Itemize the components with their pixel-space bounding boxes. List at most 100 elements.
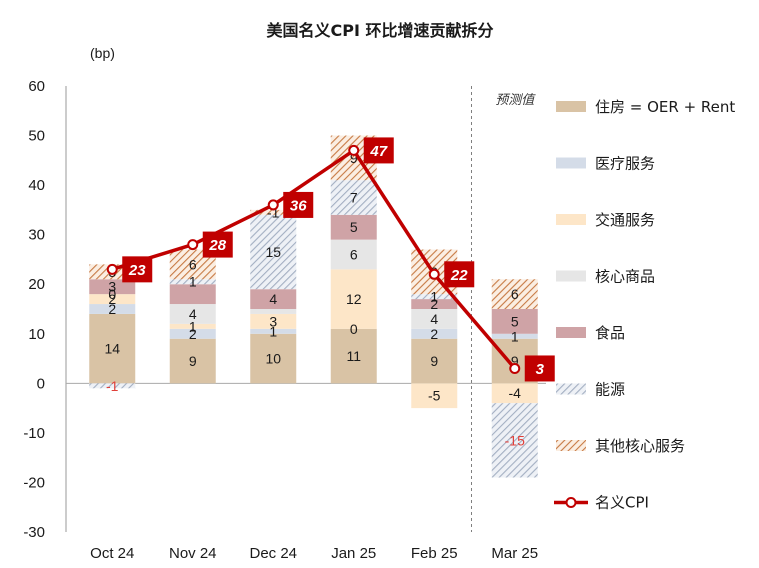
- cpi-value-box: [363, 137, 394, 164]
- bar-value-label: 9: [350, 150, 358, 166]
- bar-segment: [169, 338, 216, 384]
- bar-segment: [250, 289, 297, 309]
- legend-label: 其他核心服务: [595, 437, 685, 455]
- x-tick-label: Feb 25: [411, 545, 458, 562]
- bar-segment: [491, 333, 538, 339]
- bar-segment: [169, 323, 216, 329]
- legend-swatch: [556, 214, 586, 225]
- bar-segment: [169, 304, 216, 324]
- cpi-point: [267, 199, 279, 211]
- bar-value-label: 2: [108, 301, 116, 317]
- bar-segment: [169, 279, 216, 285]
- bar-value-label: 6: [350, 246, 358, 262]
- bar-segment: [411, 383, 458, 409]
- bar-value-label: 5: [511, 313, 519, 329]
- bar-value-label: 14: [104, 341, 120, 357]
- cpi-value-label: 22: [450, 267, 468, 284]
- bar-segment: [491, 279, 538, 309]
- legend-label: 住房 = OER + Rent: [595, 98, 735, 116]
- cpi-value-box: [202, 231, 233, 258]
- legend-swatch: [556, 270, 586, 282]
- bar-segment: [169, 284, 216, 305]
- bar-segment: [330, 269, 377, 329]
- bar-segment: [411, 338, 458, 384]
- bar-value-label: 1: [189, 318, 197, 334]
- bar-value-label: 15: [265, 244, 281, 260]
- legend-line-marker: [565, 497, 577, 508]
- bars: [89, 135, 538, 478]
- bar-segment: [330, 239, 377, 270]
- legend-label: 医疗服务: [595, 155, 655, 173]
- bar-value-label: 1: [511, 328, 519, 344]
- bar-segment: [330, 328, 377, 384]
- y-tick-label: 60: [28, 78, 45, 95]
- bar-value-label: 6: [511, 286, 519, 302]
- cpi-value-label: 23: [128, 262, 146, 279]
- bar-segment: [491, 309, 538, 334]
- bar-value-label: 1: [189, 274, 197, 290]
- bar-value-label: 4: [430, 311, 438, 327]
- legend-swatch: [556, 440, 586, 451]
- cpi-value-label: 47: [369, 143, 387, 160]
- bar-value-label: 0: [350, 321, 358, 337]
- cpi-value-box: [444, 261, 475, 288]
- bar-value-label: 2: [430, 326, 438, 342]
- y-tick-label: 20: [28, 276, 45, 293]
- bar-value-label: 3: [108, 279, 116, 295]
- legend-label: 核心商品: [595, 268, 655, 286]
- bar-value-label: -4: [509, 385, 522, 401]
- y-tick-label: -30: [23, 524, 45, 541]
- bar-segment: [89, 294, 136, 305]
- y-tick-label: -20: [23, 474, 45, 491]
- bar-value-label: 2: [430, 296, 438, 312]
- bar-value-label: -5: [428, 388, 441, 404]
- bar-segment: [89, 279, 136, 295]
- y-tick-label: 30: [28, 227, 45, 244]
- bar-segment: [89, 383, 136, 389]
- legend-swatch: [556, 383, 586, 395]
- bar-value-label: 1: [269, 323, 277, 339]
- bar-value-label: 6: [189, 256, 197, 272]
- bar-segment: [411, 309, 458, 329]
- bar-value-label: 9: [511, 353, 519, 369]
- bar-segment: [250, 214, 297, 290]
- bar-segment: [411, 299, 458, 309]
- bar-value-label: 12: [346, 291, 362, 307]
- cpi-point: [348, 144, 360, 156]
- y-tick-label: 0: [37, 375, 45, 392]
- bar-value-label: 2: [189, 326, 197, 342]
- legend-swatch: [556, 101, 586, 112]
- bar-segment: [491, 383, 538, 404]
- y-tick-label: -10: [23, 425, 45, 442]
- chart-title: 美国名义CPI 环比增速贡献拆分: [267, 21, 494, 40]
- cpi-value-label: 28: [208, 237, 226, 254]
- bar-segment: [89, 313, 136, 384]
- bar-segment: [491, 403, 538, 478]
- cpi-line-path: [111, 148, 517, 370]
- legend-label: 交通服务: [595, 211, 655, 229]
- x-tick-label: Oct 24: [90, 545, 134, 562]
- cpi-point: [106, 263, 118, 275]
- bar-value-label: 0: [108, 286, 116, 302]
- y-unit-label: (bp): [90, 45, 115, 61]
- cpi-value-label: 3: [536, 361, 545, 378]
- cpi-value-label: 36: [290, 197, 307, 214]
- forecast-note: 预测值: [495, 93, 536, 108]
- cpi-point: [187, 239, 199, 251]
- bar-segment: [250, 309, 297, 314]
- bar-value-label: 4: [269, 291, 277, 307]
- y-tick-label: 40: [28, 177, 45, 194]
- bar-segment: [330, 214, 377, 240]
- bar-segment: [330, 180, 377, 215]
- legend-swatch: [556, 327, 586, 338]
- bar-segment: [250, 328, 297, 334]
- bar-value-label: -15: [505, 432, 525, 448]
- bar-segment: [411, 328, 458, 339]
- y-tick-label: 50: [28, 128, 45, 145]
- x-tick-label: Nov 24: [169, 545, 217, 562]
- bar-segment: [250, 313, 297, 329]
- legend: 住房 = OER + Rent 医疗服务交通服务核心商品食品能源其他核心服务名义C…: [554, 98, 735, 512]
- cpi-value-box: [122, 256, 153, 283]
